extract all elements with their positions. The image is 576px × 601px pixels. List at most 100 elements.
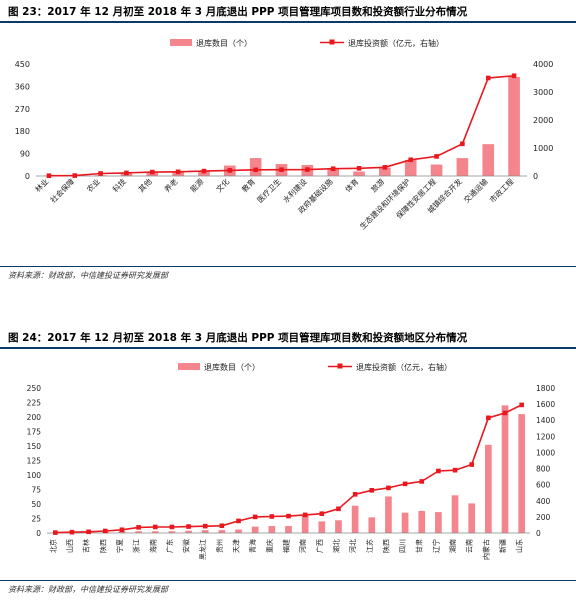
- category-label: 科技: [110, 176, 128, 194]
- line-point: [201, 168, 207, 174]
- line-point: [356, 166, 362, 171]
- legend-line-label: 退库投资额（亿元，右轴）: [348, 38, 444, 48]
- line-point: [305, 167, 310, 172]
- line-point: [136, 525, 141, 530]
- line-point: [119, 527, 125, 533]
- line-point: [124, 170, 129, 176]
- line-point: [252, 514, 258, 520]
- bar: [301, 515, 309, 533]
- line-point: [186, 524, 191, 529]
- figure-23-source: 资料来源：财政部，中信建投证券研究发展部: [8, 271, 168, 280]
- category-label: 新疆: [498, 539, 507, 553]
- category-label: 浙江: [132, 539, 141, 553]
- bar: [168, 531, 176, 533]
- line-point: [469, 462, 475, 467]
- line-point: [53, 530, 58, 535]
- y-left-tick-label: 200: [27, 413, 42, 422]
- line-point: [302, 512, 308, 518]
- category-label: 江苏: [365, 539, 374, 553]
- line-point: [319, 511, 325, 516]
- line-point: [386, 485, 391, 491]
- bar: [353, 171, 365, 176]
- line-point: [460, 141, 465, 147]
- bar: [135, 531, 142, 533]
- legend-bar-swatch: [170, 39, 192, 46]
- bar: [379, 167, 391, 176]
- category-label: 能源: [188, 176, 206, 194]
- series-line: [48, 75, 515, 177]
- bar: [501, 405, 509, 533]
- y-right-tick-label: 400: [536, 497, 551, 506]
- bar: [268, 526, 276, 533]
- line-point: [269, 514, 275, 519]
- category-label: 吉林: [82, 539, 91, 553]
- category-label: 旅游: [369, 176, 387, 194]
- line-point: [336, 506, 341, 512]
- y-right-tick-label: 3000: [533, 88, 553, 97]
- line-point: [382, 165, 388, 170]
- bar: [451, 495, 459, 533]
- category-label: 广东: [165, 539, 174, 553]
- category-label: 体育: [343, 176, 361, 194]
- bar: [430, 164, 443, 176]
- line-point: [152, 524, 158, 530]
- category-label: 河北: [349, 539, 357, 553]
- y-left-tick-label: 90: [20, 150, 30, 159]
- line-point: [86, 529, 91, 535]
- line-point: [69, 529, 75, 535]
- category-label: 云南: [465, 539, 474, 553]
- category-label: 重庆: [265, 539, 274, 553]
- category-label: 福建: [282, 539, 291, 553]
- y-left-tick-label: 360: [15, 82, 30, 91]
- bar: [435, 512, 442, 533]
- y-right-tick-label: 1600: [536, 400, 555, 409]
- figure-24-source: 资料来源：财政部，中信建投证券研究发展部: [8, 585, 168, 594]
- figure-23-title: 图 23：2017 年 12 月初至 2018 年 3 月底退出 PPP 项目管…: [8, 6, 468, 18]
- figure-23-bottom-rule: [0, 266, 576, 267]
- y-right-tick-label: 800: [536, 465, 551, 474]
- y-right-tick-label: 1200: [536, 432, 555, 441]
- legend-bar-label: 退库数目（个）: [204, 362, 260, 372]
- y-left-tick-label: 250: [27, 384, 42, 393]
- line-point: [219, 523, 225, 529]
- category-label: 青海: [248, 539, 257, 553]
- category-label: 其他: [136, 176, 154, 194]
- bar: [327, 168, 339, 176]
- legend-line-marker: [337, 363, 343, 369]
- y-left-tick-label: 100: [27, 471, 42, 480]
- bar: [482, 144, 495, 176]
- category-label: 甘肃: [415, 539, 424, 553]
- y-left-tick-label: 0: [36, 529, 41, 538]
- figure-24-chart: 退库数目（个） 退库投资额（亿元，右轴） 0 25 50 75 100 125 150 175 20…: [27, 362, 556, 560]
- y-left-tick-label: 50: [31, 500, 41, 509]
- line-point: [511, 73, 517, 79]
- line-point: [330, 166, 336, 172]
- category-label: 海南: [148, 539, 157, 553]
- bar: [418, 510, 426, 533]
- bar: [485, 444, 492, 533]
- figure-23-chart: 退库数目（个） 退库投资额（亿元，右轴） 0 90 180 270 360 450 0 1000 2…: [15, 38, 554, 231]
- bar: [185, 530, 192, 533]
- legend: 退库数目（个） 退库投资额（亿元，右轴）: [170, 38, 444, 48]
- bar: [318, 521, 326, 533]
- y-right-tick-label: 1800: [536, 384, 555, 393]
- bar: [218, 530, 226, 533]
- line-point: [485, 75, 491, 81]
- figure-24-bottom-rule: [0, 580, 576, 581]
- category-label: 教育: [239, 176, 257, 194]
- bar: [518, 414, 526, 533]
- category-label: 湖南: [448, 539, 457, 553]
- line-point: [519, 402, 524, 408]
- y-right-tick-label: 1400: [536, 416, 555, 425]
- category-label: 陕西: [381, 539, 390, 553]
- y-left-tick-label: 450: [15, 60, 30, 69]
- bar: [401, 512, 409, 533]
- figure-24-title: 图 24：2017 年 12 月初至 2018 年 3 月底退出 PPP 项目管…: [8, 332, 468, 344]
- legend: 退库数目（个） 退库投资额（亿元，右轴）: [178, 362, 452, 372]
- legend-bar-swatch: [178, 363, 200, 370]
- y-right-tick-label: 1000: [536, 448, 555, 457]
- line-point: [286, 513, 291, 519]
- category-label: 市政工程: [487, 176, 516, 205]
- legend-bar-label: 退库数目（个）: [196, 38, 252, 48]
- line-point: [452, 467, 458, 473]
